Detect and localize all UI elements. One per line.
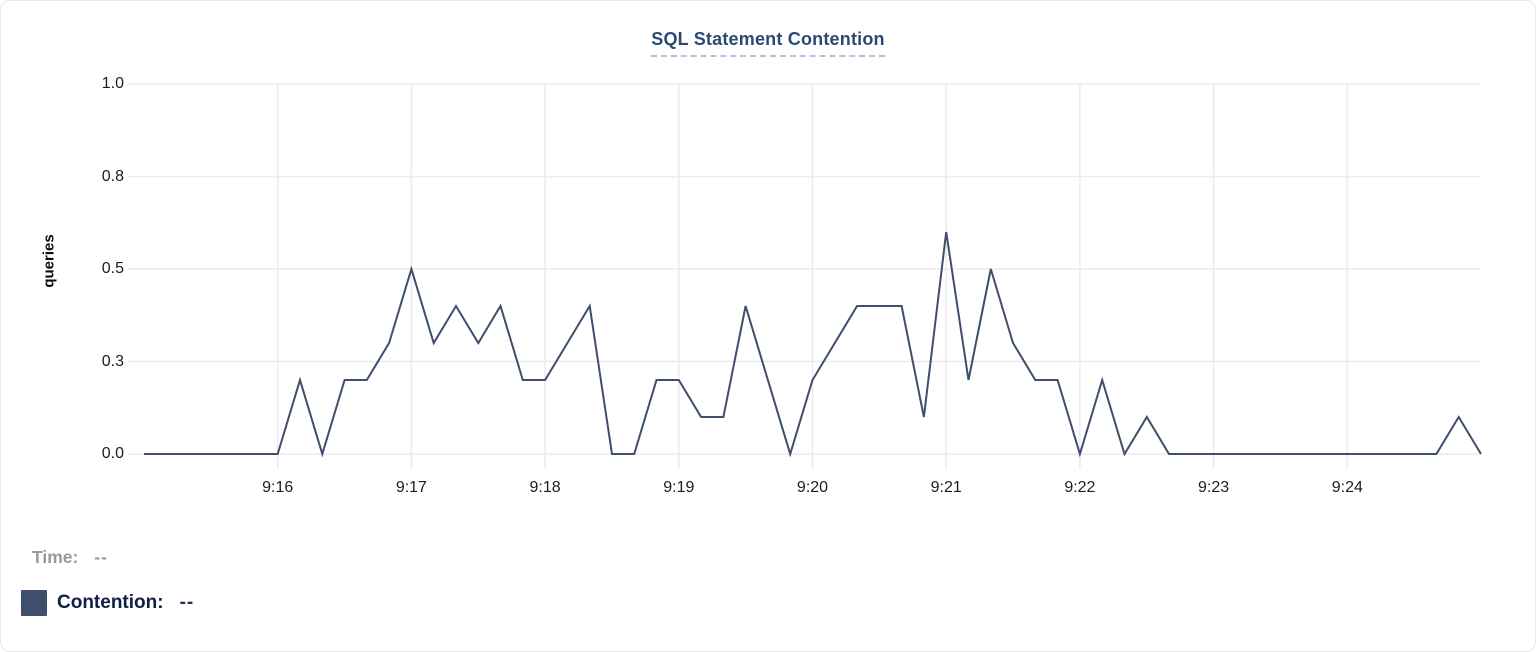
contention-series-line	[144, 231, 1482, 458]
x-tick-label: 9:24	[1331, 479, 1363, 496]
y-axis-title: queries	[40, 234, 58, 288]
legend-time-row: Time: --	[32, 547, 108, 568]
legend-time-value: --	[94, 547, 109, 567]
x-tick-label: 9:18	[529, 479, 561, 496]
y-tick-label: 0.5	[101, 260, 124, 277]
y-tick-label: 0.0	[101, 445, 124, 462]
legend-contention-label: Contention:	[57, 592, 164, 613]
y-tick-label: 0.3	[101, 352, 124, 370]
legend-contention-row: Contention: --	[21, 590, 194, 616]
y-tick-label: 0.8	[101, 167, 124, 185]
x-tick-label: 9:21	[930, 479, 962, 496]
legend-time-label: Time:	[32, 547, 79, 567]
x-tick-label: 9:23	[1198, 479, 1230, 496]
plot-svg[interactable]	[1, 1, 1536, 511]
x-tick-label: 9:19	[663, 479, 695, 496]
y-tick-label: 1.0	[101, 75, 124, 92]
contention-chart[interactable]: 0.0 0.3 0.5 0.8 1.0 9:16 9:17 9:18 9:19 9:20 9:21 9…	[1, 1, 1536, 511]
x-tick-label: 9:17	[395, 479, 427, 496]
chart-title-row: SQL Statement Contention	[1, 29, 1535, 57]
x-tick-label: 9:22	[1064, 479, 1096, 496]
chart-title[interactable]: SQL Statement Contention	[651, 29, 885, 57]
contention-swatch-icon	[21, 590, 47, 616]
legend-contention-value: --	[179, 592, 195, 613]
x-tick-label: 9:20	[796, 479, 829, 496]
x-tick-label: 9:16	[262, 479, 294, 496]
